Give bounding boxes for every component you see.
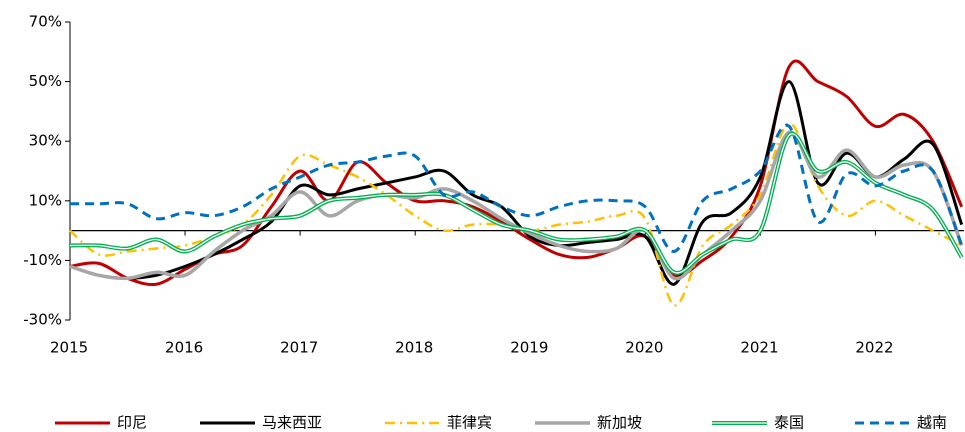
legend-label: 越南 — [917, 414, 947, 432]
x-tick-label: 2018 — [395, 339, 433, 357]
legend-label: 马来西亚 — [262, 414, 322, 432]
x-tick-label: 2022 — [855, 339, 893, 357]
x-tick-label: 2015 — [50, 339, 88, 357]
series-line-core — [69, 133, 963, 274]
legend-label: 泰国 — [774, 414, 804, 432]
y-tick-label: 10% — [29, 191, 62, 209]
legend-label: 菲律宾 — [447, 414, 492, 432]
y-tick-label: -30% — [23, 311, 62, 329]
y-tick-label: 70% — [29, 13, 62, 31]
x-tick-label: 2021 — [740, 339, 778, 357]
y-tick-label: 30% — [29, 132, 62, 150]
series-line — [69, 130, 964, 281]
series-line — [70, 123, 964, 253]
x-tick-label: 2016 — [165, 339, 203, 357]
legend-label: 新加坡 — [597, 414, 642, 432]
x-tick-label: 2020 — [625, 339, 663, 357]
legend-label: 印尼 — [117, 414, 147, 432]
x-tick-label: 2017 — [280, 339, 318, 357]
x-tick-label: 2019 — [510, 339, 548, 357]
series-line — [69, 80, 964, 286]
y-tick-label: -10% — [23, 251, 62, 269]
series-line — [69, 131, 964, 275]
y-tick-label: 50% — [29, 72, 62, 90]
